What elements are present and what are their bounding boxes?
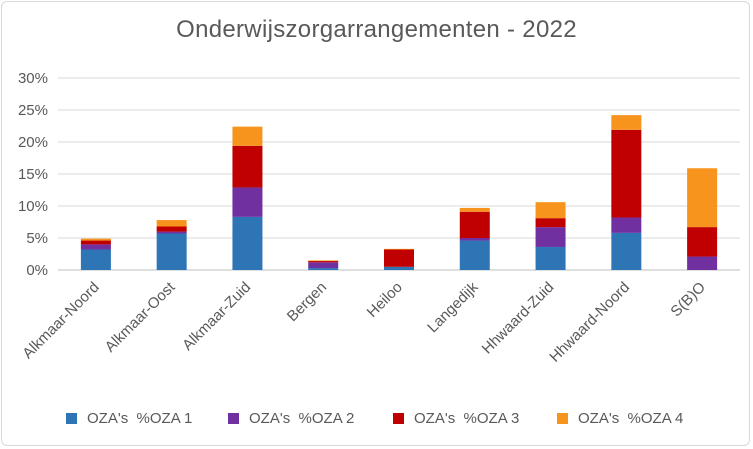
bar-segment-oza1 xyxy=(611,232,642,270)
bars xyxy=(80,115,718,270)
bar-segment-oza4 xyxy=(80,238,111,241)
legend-label: OZA's %OZA 3 xyxy=(414,409,520,427)
bar-segment-oza3 xyxy=(459,211,490,238)
x-category-label: Alkmaar-Noord xyxy=(19,279,102,362)
bar-segment-oza1 xyxy=(308,268,339,270)
legend-label: OZA's %OZA 4 xyxy=(578,409,684,427)
x-category-label: Heiloo xyxy=(364,279,406,321)
x-category-label: Langedijk xyxy=(424,278,482,336)
x-category-label: Hhwaard-Noord xyxy=(546,279,633,366)
legend-swatch xyxy=(228,412,239,424)
y-tick-label: 30% xyxy=(18,70,48,87)
legend-item-oza4: OZA's %OZA 4 xyxy=(557,406,683,430)
legend-swatch xyxy=(557,412,568,424)
bar-segment-oza4 xyxy=(156,220,187,227)
legend-swatch xyxy=(66,412,77,424)
bar-segment-oza4 xyxy=(459,207,490,212)
legend: OZA's %OZA 1 OZA's %OZA 2 OZA's %OZA 3 OZA'… xyxy=(0,406,753,430)
bar-segment-oza2 xyxy=(459,238,490,241)
x-category-label: S(B)O xyxy=(667,279,708,320)
bar-segment-oza3 xyxy=(611,129,642,218)
y-tick-label: 5% xyxy=(26,230,48,247)
bar-segment-oza4 xyxy=(687,168,718,228)
bar-segment-oza2 xyxy=(687,256,718,270)
legend-item-oza3: OZA's %OZA 3 xyxy=(393,406,519,430)
bar-segment-oza1 xyxy=(384,266,414,270)
bar-segment-oza1 xyxy=(232,216,263,270)
bar-segment-oza2 xyxy=(80,244,111,250)
bar-segment-oza3 xyxy=(687,227,718,257)
bar-segment-oza4 xyxy=(535,202,566,219)
bar-segment-oza3 xyxy=(156,226,187,232)
y-tick-label: 25% xyxy=(18,102,48,119)
legend-item-oza2: OZA's %OZA 2 xyxy=(228,406,354,430)
bar-segment-oza2 xyxy=(611,217,642,233)
legend-label: OZA's %OZA 1 xyxy=(87,409,193,427)
bar-segment-oza3 xyxy=(535,218,566,228)
bar-segment-oza1 xyxy=(80,249,111,270)
bar-segment-oza1 xyxy=(156,233,187,270)
bar-segment-oza1 xyxy=(459,240,490,270)
bar-segment-oza3 xyxy=(384,249,414,267)
bar-segment-oza2 xyxy=(232,187,263,217)
y-axis-ticks: 0% 5% 10% 15% 20% 25% 30% xyxy=(18,70,48,279)
x-category-label: Bergen xyxy=(284,279,330,325)
bar-segment-oza2 xyxy=(156,231,187,234)
y-tick-label: 0% xyxy=(26,262,48,279)
legend-swatch xyxy=(393,412,404,424)
x-category-label: Alkmaar-Zuid xyxy=(179,279,254,354)
bar-segment-oza4 xyxy=(611,115,642,130)
bar-segment-oza2 xyxy=(535,227,566,247)
bar-segment-oza4 xyxy=(308,260,339,262)
bar-segment-oza2 xyxy=(308,262,339,269)
bar-segment-oza4 xyxy=(232,126,263,146)
legend-item-oza1: OZA's %OZA 1 xyxy=(66,406,192,430)
x-category-label: Alkmaar-Oost xyxy=(102,278,179,355)
x-category-label: Hhwaard-Zuid xyxy=(479,279,558,358)
legend-label: OZA's %OZA 2 xyxy=(249,409,355,427)
y-tick-label: 10% xyxy=(18,198,48,215)
bar-segment-oza3 xyxy=(232,145,263,188)
bar-segment-oza3 xyxy=(308,261,339,263)
y-tick-label: 15% xyxy=(18,166,48,183)
y-tick-label: 20% xyxy=(18,134,48,151)
bar-segment-oza4 xyxy=(384,248,414,250)
chart-title: Onderwijszorgarrangementen - 2022 xyxy=(176,16,577,43)
bar-segment-oza1 xyxy=(535,246,566,270)
bar-segment-oza3 xyxy=(80,240,111,245)
